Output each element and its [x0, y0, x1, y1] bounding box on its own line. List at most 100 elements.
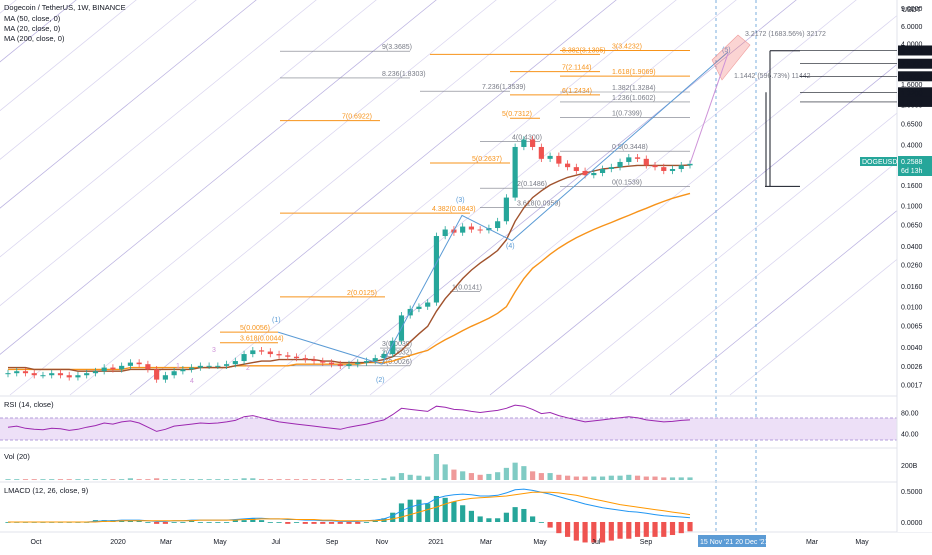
candle-body: [626, 157, 632, 162]
time-tick-label: Sep: [640, 539, 653, 546]
candle-body: [215, 365, 221, 367]
macd-hist-bar: [285, 522, 291, 524]
candle-body: [512, 146, 518, 198]
macd-hist-bar: [232, 520, 238, 522]
volume-bar: [215, 479, 221, 480]
wave-label: 1: [176, 363, 180, 370]
price-tick-label: 0.0400: [901, 244, 923, 251]
volume-bar: [276, 479, 282, 480]
macd-hist-bar: [320, 522, 326, 524]
fib-level-label: 1.382(1.3284): [612, 85, 656, 92]
fan-line: [549, 84, 932, 396]
candle-body: [643, 158, 649, 166]
volume-bar: [372, 479, 378, 480]
macd-hist-bar: [215, 522, 221, 523]
candle-body: [337, 364, 343, 366]
candle-body: [669, 169, 676, 171]
projection-line: [689, 53, 729, 164]
main-pane[interactable]: [0, 0, 897, 395]
macd-hist-bar: [643, 522, 649, 537]
candle-body: [311, 359, 317, 362]
candle-body: [57, 373, 64, 376]
macd-hist-bar: [556, 522, 562, 534]
time-tick-label: Mar: [160, 539, 173, 546]
candle-body: [136, 362, 142, 365]
volume-bar: [223, 479, 230, 480]
macd-hist-bar: [582, 522, 588, 543]
fib-level-label: 0.5(0.3448): [612, 144, 648, 151]
wave-label: 3: [212, 347, 216, 354]
candle-body: [232, 361, 238, 365]
macd-hist-bar: [328, 522, 335, 524]
target-tag-label: 1.9000: [901, 74, 923, 81]
volume-bar: [101, 479, 107, 480]
macd-hist-bar: [145, 522, 151, 523]
volume-bar: [119, 479, 125, 480]
candle-body: [302, 358, 308, 360]
candle-body: [84, 373, 90, 376]
fan-line: [0, 0, 197, 160]
macd-hist-bar: [276, 522, 282, 523]
fib-level-label: 2(0.1486): [517, 181, 547, 188]
macd-hist-bar: [433, 495, 440, 522]
candle-body: [372, 358, 378, 362]
fib-level-label: 5(0.0056): [240, 325, 270, 332]
volume-bar: [626, 474, 632, 480]
macd-hist-bar: [302, 522, 308, 524]
candle-body: [599, 169, 606, 174]
volume-bar: [407, 474, 413, 480]
candle-body: [31, 373, 37, 376]
target-tag: [898, 45, 932, 56]
wave-label: 4: [190, 378, 194, 385]
macd-hist-bar: [661, 522, 667, 537]
fib-level-label: 8.236(1.8303): [382, 71, 426, 78]
fan-line: [9, 0, 497, 396]
fib-level-label: 9(3.3685): [382, 44, 412, 51]
subpane-tick-labels: 80.00 40.00 200B 0.5000 0.0000: [901, 411, 923, 528]
time-range-highlight: [698, 535, 766, 547]
macd-hist-bar: [495, 518, 501, 522]
fibonacci-levels: 8.382(3.1305)7(2.1144)6(1.2434)5(0.7312)…: [220, 43, 690, 367]
candle-body: [530, 139, 536, 147]
volume-bar: [477, 474, 483, 480]
subpane-tick-label: 0.5000: [901, 489, 923, 496]
fib-level-label: 1.618(1.9069): [612, 69, 656, 76]
elliott-waves: (1) (2) (3) (4) (5) 1 2 3 4: [176, 47, 731, 385]
macd-hist-bar: [154, 522, 160, 524]
volume-bar: [355, 479, 361, 480]
candle-body: [171, 371, 177, 376]
volume-bar: [241, 478, 247, 480]
fib-level-label: 4(0.4300): [512, 135, 542, 142]
price-tick-label: 6.0000: [901, 24, 923, 31]
candle-body: [652, 165, 658, 168]
symbol-tag: [860, 157, 897, 166]
fan-line: [669, 181, 932, 396]
volume-bar: [556, 474, 562, 480]
candle-body: [381, 354, 387, 359]
time-tick-label: May: [855, 539, 869, 546]
price-tick-label: 0.6500: [901, 121, 923, 128]
candle-body: [591, 173, 597, 176]
candle-body: [267, 351, 273, 355]
macd-hist-bar: [267, 522, 273, 523]
macd-hist-bar: [241, 520, 247, 522]
volume-bar: [110, 479, 116, 480]
price-tick-label: 1.6000: [901, 82, 923, 89]
candle-body: [477, 229, 483, 231]
macd-hist-bar: [180, 522, 186, 523]
candle-body: [127, 362, 134, 366]
volume-bar: [49, 479, 55, 480]
projection: 3.2172 (1683.56%) 32172 1.1442 (596.73%) …: [689, 31, 826, 187]
candle-body: [206, 365, 212, 367]
target-tag-label: 1.3200: [901, 90, 923, 97]
macd-hist-bar: [293, 522, 300, 523]
volume-bar: [145, 479, 151, 480]
volume-bar: [363, 479, 370, 480]
candle-body: [66, 375, 72, 378]
macd-hist-bar: [197, 522, 203, 523]
volume-bar: [232, 479, 238, 480]
macd-hist-bar: [564, 522, 571, 537]
price-tick-label: 4.0000: [901, 42, 923, 49]
macd-hist-bar: [171, 522, 177, 523]
